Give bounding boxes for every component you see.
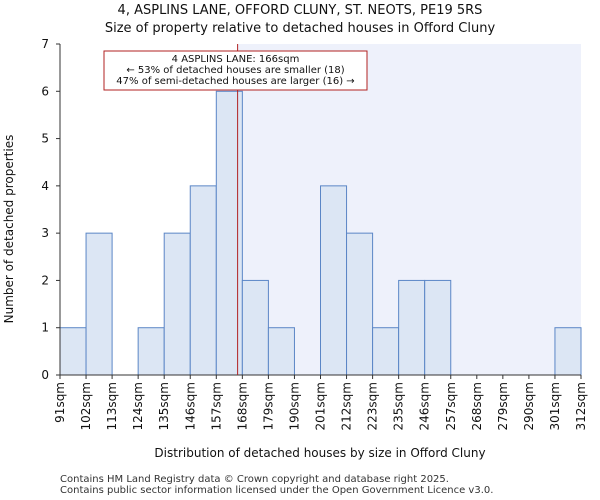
histogram-bar xyxy=(346,232,374,376)
x-tick-label: 312sqm xyxy=(574,382,588,430)
annotation-line: ← 53% of detached houses are smaller (18… xyxy=(126,65,344,76)
histogram-bar xyxy=(267,327,295,376)
x-tick-label: 179sqm xyxy=(261,382,275,430)
x-tick-label: 157sqm xyxy=(209,382,223,430)
x-tick-label: 223sqm xyxy=(366,382,380,430)
y-tick-label: 6 xyxy=(41,84,49,98)
y-axis-label: Number of detached properties xyxy=(2,135,16,324)
x-tick-label: 135sqm xyxy=(157,382,171,430)
histogram-bar xyxy=(372,327,400,376)
x-tick-label: 268sqm xyxy=(470,382,484,430)
x-tick-label: 279sqm xyxy=(496,382,510,430)
x-tick-label: 190sqm xyxy=(287,382,301,430)
histogram-bar xyxy=(424,279,452,376)
x-tick-label: 168sqm xyxy=(235,382,249,430)
y-tick-label: 4 xyxy=(41,179,49,193)
chart-title: 4, ASPLINS LANE, OFFORD CLUNY, ST. NEOTS… xyxy=(117,3,483,18)
histogram-bar xyxy=(398,279,426,376)
x-tick-label: 290sqm xyxy=(522,382,536,430)
footer-copyright: Contains HM Land Registry data © Crown c… xyxy=(60,474,449,485)
histogram-bar xyxy=(59,327,87,376)
x-tick-label: 201sqm xyxy=(314,382,328,430)
histogram-bar xyxy=(320,185,348,376)
x-tick-label: 235sqm xyxy=(392,382,406,430)
histogram-bar xyxy=(554,327,582,376)
y-tick-label: 0 xyxy=(41,368,49,382)
x-tick-label: 91sqm xyxy=(53,382,67,423)
y-tick-label: 2 xyxy=(41,273,49,287)
y-tick-label: 5 xyxy=(41,132,49,146)
y-tick-label: 3 xyxy=(41,226,49,240)
annotation-line: 4 ASPLINS LANE: 166sqm xyxy=(172,54,300,65)
x-tick-label: 301sqm xyxy=(548,382,562,430)
chart-subtitle: Size of property relative to detached ho… xyxy=(104,21,496,36)
x-tick-label: 124sqm xyxy=(131,382,145,430)
x-tick-label: 113sqm xyxy=(105,382,119,430)
x-tick-label: 146sqm xyxy=(183,382,197,430)
histogram-bar xyxy=(215,90,243,376)
annotation-line: 47% of semi-detached houses are larger (… xyxy=(116,76,354,87)
histogram-bar xyxy=(189,185,217,376)
histogram-bar xyxy=(137,327,165,376)
x-tick-label: 257sqm xyxy=(444,382,458,430)
x-tick-label: 246sqm xyxy=(418,382,432,430)
footer-licence: Contains public sector information licen… xyxy=(60,485,494,496)
x-tick-label: 212sqm xyxy=(340,382,354,430)
y-tick-label: 1 xyxy=(41,321,49,335)
histogram-bar xyxy=(163,232,191,376)
y-tick-label: 7 xyxy=(41,37,49,51)
histogram-bar xyxy=(241,279,269,376)
annotation-box xyxy=(103,50,368,91)
histogram-bar xyxy=(85,232,113,376)
x-tick-label: 102sqm xyxy=(79,382,93,430)
x-axis-label: Distribution of detached houses by size … xyxy=(154,446,485,460)
